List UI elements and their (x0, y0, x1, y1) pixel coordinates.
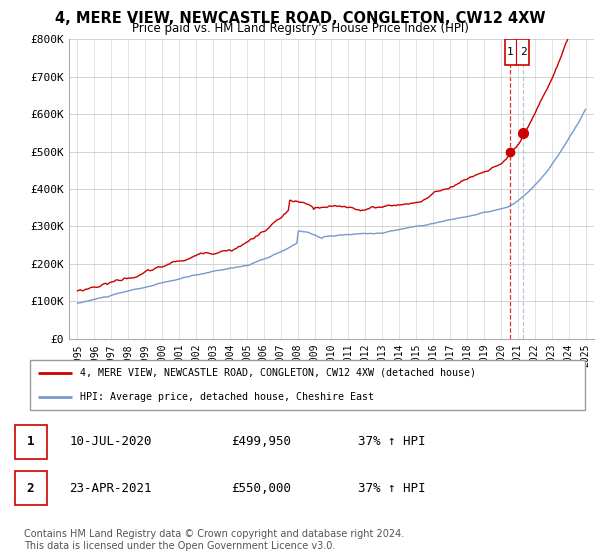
Text: 1: 1 (506, 47, 513, 57)
Text: £550,000: £550,000 (231, 482, 291, 495)
Text: £499,950: £499,950 (231, 435, 291, 449)
Text: 2: 2 (521, 47, 527, 57)
Text: HPI: Average price, detached house, Cheshire East: HPI: Average price, detached house, Ches… (80, 392, 374, 402)
Text: Contains HM Land Registry data © Crown copyright and database right 2024.
This d: Contains HM Land Registry data © Crown c… (24, 529, 404, 551)
Text: 2: 2 (26, 482, 34, 495)
FancyBboxPatch shape (15, 425, 47, 459)
Text: 37% ↑ HPI: 37% ↑ HPI (358, 435, 425, 449)
FancyBboxPatch shape (505, 39, 529, 66)
Text: Price paid vs. HM Land Registry's House Price Index (HPI): Price paid vs. HM Land Registry's House … (131, 22, 469, 35)
Text: 4, MERE VIEW, NEWCASTLE ROAD, CONGLETON, CW12 4XW (detached house): 4, MERE VIEW, NEWCASTLE ROAD, CONGLETON,… (80, 367, 476, 377)
Text: 4, MERE VIEW, NEWCASTLE ROAD, CONGLETON, CW12 4XW: 4, MERE VIEW, NEWCASTLE ROAD, CONGLETON,… (55, 11, 545, 26)
Text: 10-JUL-2020: 10-JUL-2020 (70, 435, 152, 449)
Text: 1: 1 (26, 435, 34, 449)
FancyBboxPatch shape (30, 360, 585, 410)
Text: 37% ↑ HPI: 37% ↑ HPI (358, 482, 425, 495)
FancyBboxPatch shape (15, 472, 47, 505)
Text: 23-APR-2021: 23-APR-2021 (70, 482, 152, 495)
